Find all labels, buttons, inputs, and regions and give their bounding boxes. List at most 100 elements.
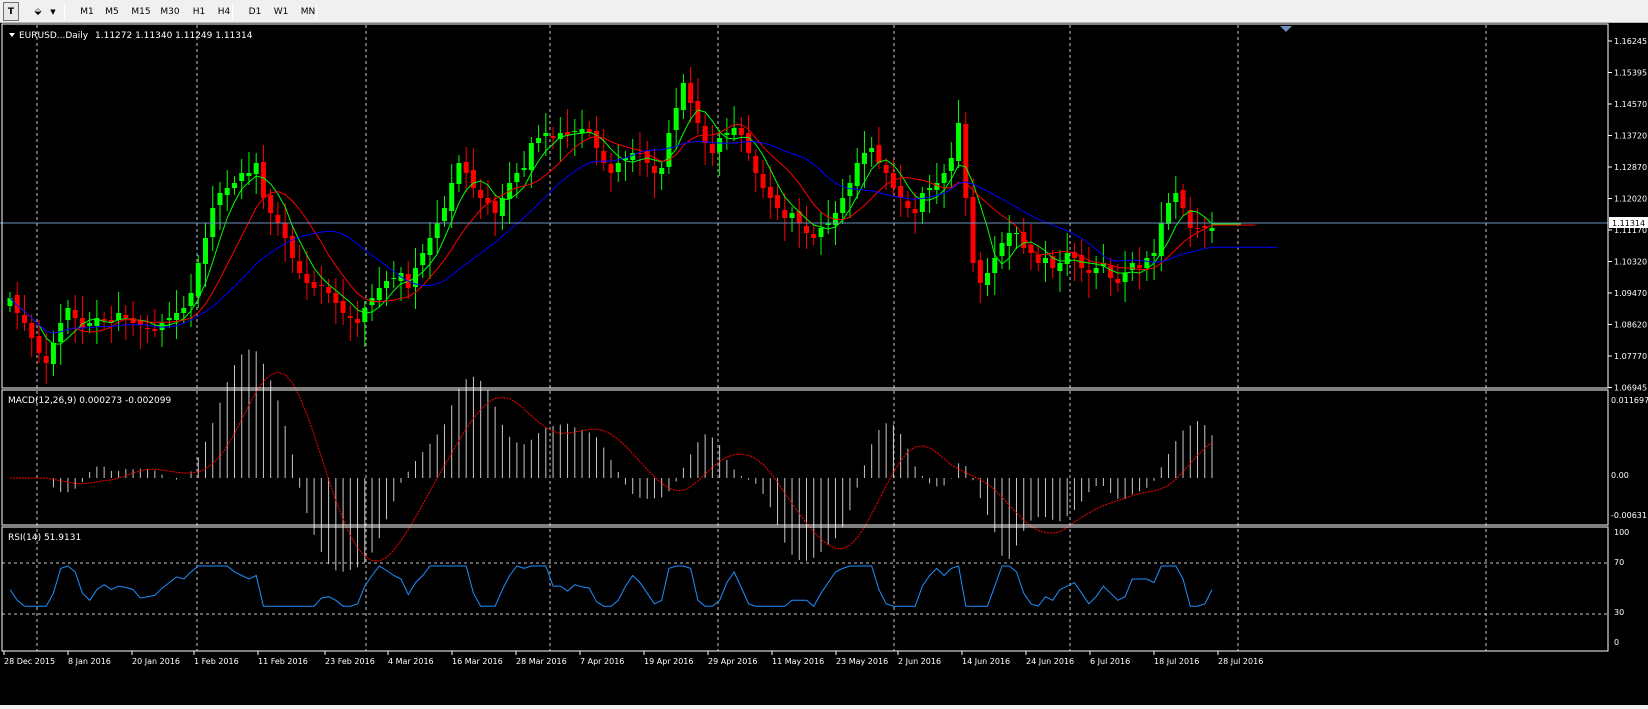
candle-body	[753, 156, 759, 173]
candle-body	[434, 223, 440, 238]
candle-body	[58, 323, 64, 342]
period-button-m1[interactable]: M1	[80, 6, 94, 17]
candle-body	[231, 183, 237, 188]
candle-body	[195, 263, 201, 296]
candle-body	[1166, 203, 1172, 224]
chart-shift-marker[interactable]	[1280, 26, 1292, 32]
period-button-m30[interactable]: M30	[160, 6, 180, 17]
candle-body	[1042, 258, 1048, 263]
candle-body	[1086, 270, 1092, 273]
rsi-tick-label: 0	[1614, 638, 1619, 647]
candle-body	[311, 282, 317, 288]
candle-body	[72, 310, 78, 318]
date-tick-label: 1 Feb 2016	[194, 657, 239, 666]
period-button-w1[interactable]: W1	[273, 6, 289, 17]
symbol-label: EURUSD...Daily	[19, 31, 89, 41]
candle-body	[36, 336, 42, 353]
candle-body	[615, 163, 621, 172]
ohlc-values: 1.11272 1.11340 1.11249 1.11314	[95, 31, 253, 41]
candle-body	[376, 288, 382, 300]
date-tick-label: 23 Feb 2016	[325, 657, 375, 666]
text-tool-icon[interactable]: T	[3, 2, 19, 21]
candle-body	[1021, 232, 1027, 248]
price-tick-label: 1.08620	[1614, 321, 1647, 330]
objects-dropdown-icon[interactable]: ▼	[50, 7, 56, 16]
candle-body	[680, 83, 686, 110]
macd-tick-label: -0.00631	[1611, 511, 1647, 520]
period-button-mn[interactable]: MN	[300, 6, 316, 17]
candle-body	[188, 293, 194, 306]
candle-body	[14, 295, 20, 313]
candle-body	[1137, 265, 1143, 268]
candle-body	[876, 145, 882, 163]
candle-body	[912, 209, 918, 213]
candle-body	[746, 133, 752, 153]
chart-canvas[interactable]: 1.16245 1.15395 1.14570 1.13720 1.12870 1.120…	[0, 23, 1648, 705]
price-tick-label: 1.10320	[1614, 258, 1647, 267]
date-tick-label: 28 Dec 2015	[4, 657, 55, 666]
toolbar-separator	[316, 3, 317, 20]
period-button-h1[interactable]: H1	[192, 6, 206, 17]
period-button-m5[interactable]: M5	[105, 6, 119, 17]
period-button-h4[interactable]: H4	[217, 6, 231, 17]
candle-body	[840, 198, 846, 213]
candle-body	[905, 201, 911, 208]
candle-body	[1122, 273, 1128, 282]
candle-body	[1064, 253, 1070, 264]
date-tick-label: 11 May 2016	[772, 657, 824, 666]
period-button-d1[interactable]: D1	[248, 6, 262, 17]
candle-body	[420, 253, 426, 265]
candle-body	[456, 163, 462, 184]
candle-body	[166, 318, 172, 320]
candle-body	[268, 195, 274, 213]
candle-body	[239, 173, 245, 181]
candle-body	[934, 183, 940, 190]
candle-body	[594, 131, 600, 148]
candle-body	[521, 168, 527, 170]
candle-body	[1158, 223, 1164, 256]
date-tick-label: 6 Jul 2016	[1090, 657, 1130, 666]
date-tick-label: 20 Jan 2016	[132, 657, 180, 666]
candle-body	[333, 293, 339, 303]
price-tick-label: 1.06945	[1614, 384, 1647, 393]
candle-body	[1195, 228, 1201, 229]
candle-body	[919, 193, 925, 212]
candle-body	[1108, 266, 1114, 278]
candle-body	[1144, 258, 1150, 268]
candle-body	[956, 123, 962, 161]
candle-body	[29, 323, 35, 338]
candle-body	[101, 319, 107, 321]
macd-tick-label: 0.011697	[1611, 396, 1648, 405]
rsi-tick-label: 30	[1614, 608, 1624, 617]
candle-body	[391, 278, 397, 279]
candle-body	[941, 173, 947, 183]
candle-body	[50, 343, 56, 364]
price-tick-label: 1.15395	[1614, 69, 1647, 78]
price-tick-label: 1.09470	[1614, 289, 1647, 298]
candle-body	[1129, 263, 1135, 270]
collapse-icon[interactable]	[9, 33, 15, 37]
candle-body	[21, 315, 27, 323]
chart-window[interactable]: 1.16245 1.15395 1.14570 1.13720 1.12870 1.120…	[0, 23, 1648, 705]
candle-body	[1180, 190, 1186, 208]
date-tick-label: 18 Jul 2016	[1154, 657, 1199, 666]
candle-body	[224, 188, 230, 195]
candle-body	[340, 301, 346, 313]
period-button-m15[interactable]: M15	[131, 6, 151, 17]
candle-body	[478, 190, 484, 198]
candle-body	[869, 148, 875, 152]
objects-tool-icon[interactable]: ⬙	[34, 6, 42, 17]
candle-body	[673, 108, 679, 130]
candle-body	[644, 151, 650, 163]
candle-body	[630, 153, 636, 160]
candle-body	[992, 258, 998, 273]
candle-body	[948, 158, 954, 171]
candle-body	[1151, 253, 1157, 256]
candle-body	[43, 356, 49, 363]
candle-body	[123, 315, 129, 318]
candle-body	[528, 143, 534, 170]
candle-body	[709, 144, 715, 153]
candle-body	[1173, 193, 1179, 202]
rsi-tick-label: 100	[1614, 528, 1629, 537]
candle-body	[492, 201, 498, 213]
